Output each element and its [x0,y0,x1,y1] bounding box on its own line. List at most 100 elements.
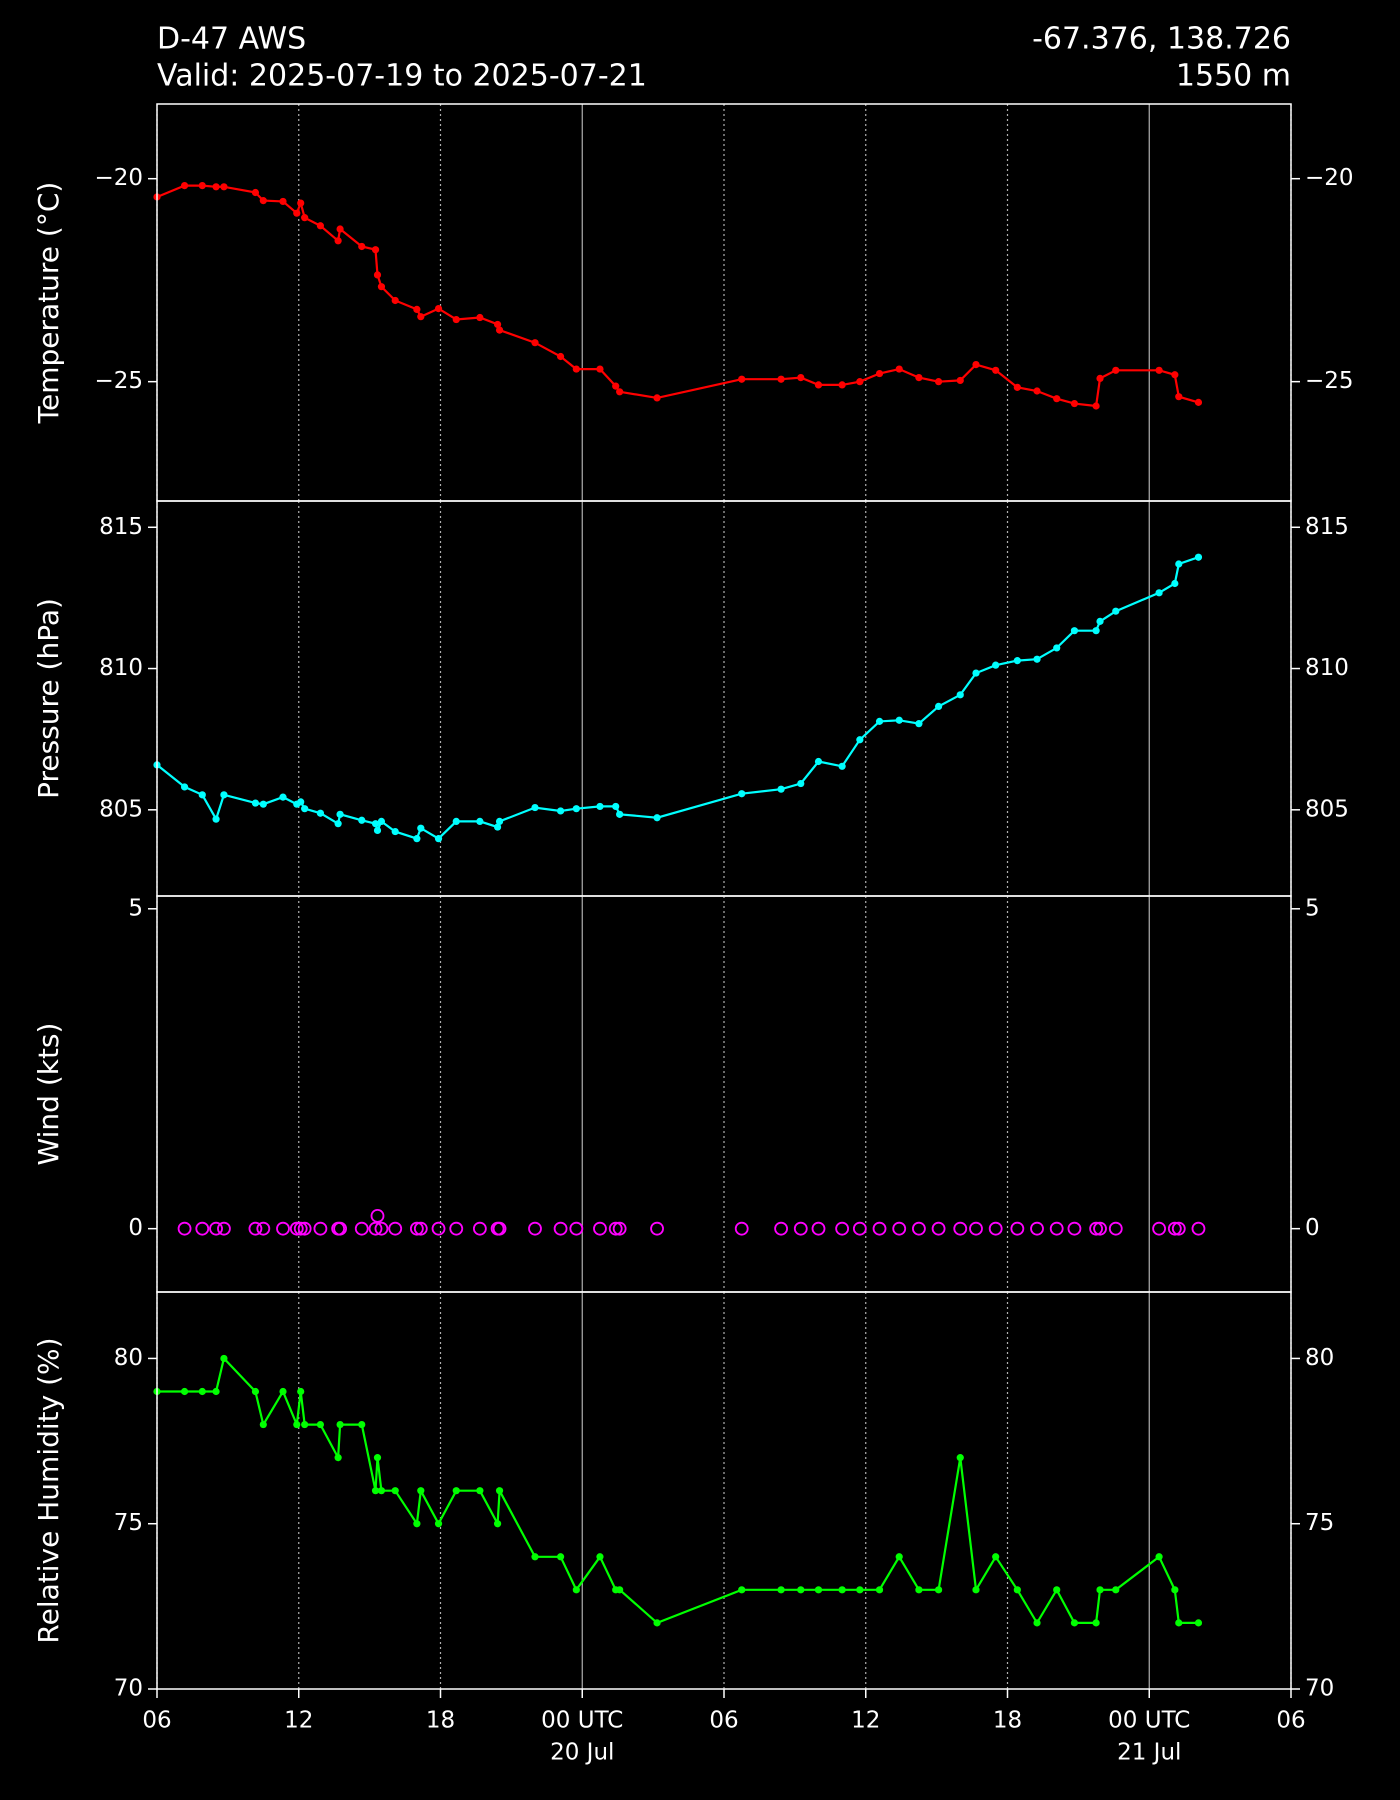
data-point [371,246,380,254]
data-point [1067,1221,1082,1236]
y2-tick-label: 0 [1305,1215,1320,1241]
data-point [358,242,366,251]
y-tick-label: 80 [114,1345,143,1371]
data-point [1092,627,1100,635]
data-point [293,1221,308,1236]
title: D-47 AWS [157,22,306,57]
data-point [1112,366,1120,374]
data-point [1033,655,1041,663]
data-line [157,1356,1199,1626]
data-point [1013,657,1021,665]
data-point [476,817,484,826]
data-point [777,785,785,793]
data-point [391,827,399,836]
data-point [413,1221,428,1236]
data-point [1030,1221,1044,1236]
data-point [374,1221,389,1236]
data-point [956,1454,964,1462]
data-point [434,304,443,313]
data-point [1033,1619,1041,1627]
data-point [969,1221,983,1236]
data-point [531,803,539,812]
data-point [1152,1221,1166,1236]
data-point [452,1487,460,1495]
data-point [852,1221,867,1236]
y-tick-label: 815 [99,514,143,540]
data-point [368,1221,383,1236]
data-point [856,736,864,744]
x-tick-sublabel: 21 Jul [1117,1740,1181,1766]
data-point [1093,1221,1107,1236]
y2-tick-label: −20 [1305,165,1354,191]
y2-tick-label: 810 [1305,655,1349,681]
data-point [313,1221,328,1236]
data-point [572,365,580,373]
y2-tick-label: 75 [1305,1510,1334,1536]
y2-tick-label: 70 [1305,1676,1334,1702]
data-point [1175,393,1183,401]
data-point [972,361,980,369]
data-point [198,181,206,190]
y-tick-label: −20 [94,165,143,191]
data-point [931,1221,946,1236]
data-point [856,378,864,386]
data-point [1191,1221,1206,1236]
data-point [972,669,980,677]
data-point [856,1586,864,1594]
data-point [875,1586,884,1594]
x-tick-label: 00 UTC [541,1708,623,1734]
data-point [301,805,309,813]
data-point [569,1221,584,1236]
data-point [895,1553,903,1561]
data-point [838,1586,846,1594]
data-point [220,183,228,191]
data-point [279,1387,287,1396]
data-point [409,1221,424,1236]
data-point [493,1520,502,1528]
data-point [777,375,785,383]
data-point [934,378,943,386]
data-point [777,1586,785,1594]
elevation: 1550 m [1176,59,1291,94]
data-point [293,1420,301,1429]
data-point [1089,1221,1103,1236]
data-point [653,1619,661,1627]
y-tick-label: 70 [114,1676,143,1702]
data-point [336,1420,344,1429]
data-point [528,1221,542,1236]
data-point [417,313,425,321]
data-line [156,556,1199,840]
data-point [1167,1221,1182,1236]
data-point [259,197,267,205]
data-point [391,1487,399,1495]
data-point [209,1221,223,1236]
data-point [434,835,443,843]
data-point [293,209,301,217]
data-point [495,1487,504,1495]
data-point [650,1221,664,1236]
data-point [616,1586,624,1594]
x-tick-label: 06 [142,1708,171,1734]
data-point [1096,374,1104,383]
y-axis-label: Wind (kts) [32,1023,65,1166]
data-point [738,375,746,383]
data-point [297,1221,312,1236]
data-point [413,305,421,314]
data-point [572,1586,580,1594]
y2-tick-label: 5 [1305,895,1320,921]
data-point [556,352,565,361]
data-point [1112,1586,1120,1594]
data-point [1096,1586,1104,1594]
data-point [297,199,305,207]
data-point [616,810,624,818]
data-point [1155,1553,1163,1561]
data-point [212,815,220,823]
data-point [212,183,220,191]
data-point [892,1221,907,1236]
data-point [388,1221,403,1236]
data-point [612,382,620,390]
data-point [593,1221,607,1236]
data-point [793,1221,808,1236]
panel-frame [156,1291,1292,1690]
